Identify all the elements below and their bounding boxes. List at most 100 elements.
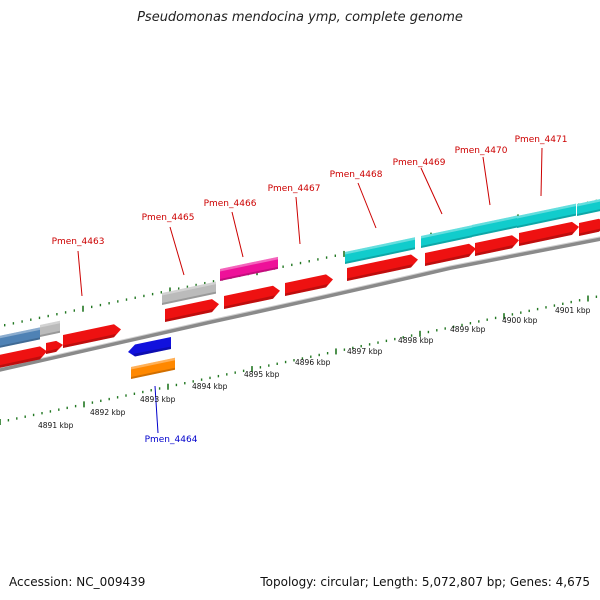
feature-cyan-4468-shade — [345, 247, 415, 264]
kbp-label-3: 4894 kbp — [192, 382, 228, 391]
feature-cyan-4471[interactable] — [517, 203, 576, 228]
gene-label-pmen_4469[interactable]: Pmen_4469 — [393, 158, 446, 168]
gene-label-pmen_4470[interactable]: Pmen_4470 — [455, 146, 508, 156]
kbp-label-6: 4897 kbp — [347, 347, 383, 356]
gene-label-pmen_4463[interactable]: Pmen_4463 — [52, 237, 105, 247]
kbp-label-1: 4892 kbp — [90, 408, 126, 417]
gene-red-4471-shade — [519, 231, 575, 246]
feature-cyan-4470-shine — [472, 215, 517, 228]
gene-red-4465-body — [165, 299, 219, 322]
gene-red-4465[interactable] — [165, 299, 219, 322]
feature-cyan-4471-shine — [517, 203, 576, 219]
feature-grey-4465-body — [162, 281, 216, 305]
feature-cyan-4470[interactable] — [472, 215, 517, 237]
gene-red-end-body — [579, 218, 600, 236]
gene-red-4469[interactable] — [425, 243, 476, 266]
gene-callouts: Pmen_4463 Pmen_4465 Pmen_4466 Pmen_4467 Pmen… — [52, 135, 568, 445]
backbone-track — [0, 236, 600, 372]
gene-label-pmen_4466[interactable]: Pmen_4466 — [204, 199, 257, 209]
callout-line-pmen_4470 — [482, 156, 491, 206]
gene-red-4467-body — [285, 274, 333, 296]
callout-line-pmen_4463 — [77, 250, 83, 297]
feature-grey-4465-shade — [162, 291, 216, 305]
feature-magenta-4466[interactable] — [220, 256, 278, 281]
accession-text: Accession: NC_009439 — [9, 575, 146, 589]
backbone-highlight — [0, 236, 600, 369]
gene-label-pmen_4468[interactable]: Pmen_4468 — [330, 170, 383, 180]
feature-grey-4465[interactable] — [162, 281, 216, 305]
feature-orange-4464-shade — [131, 367, 175, 379]
kbp-label-9: 4900 kbp — [502, 316, 538, 325]
feature-track — [0, 198, 600, 379]
feature-grey-a-shade — [40, 330, 60, 337]
kbp-label-2: 4893 kbp — [140, 395, 176, 404]
feature-cyan-end-body — [577, 199, 600, 216]
feature-cyan-end[interactable] — [577, 198, 600, 216]
lower-tick-track — [0, 295, 598, 425]
gene-red-3[interactable] — [63, 324, 121, 348]
feature-cyan-4469-shade — [421, 235, 472, 248]
kbp-label-5: 4896 kbp — [295, 358, 331, 367]
gene-label-pmen_4467[interactable]: Pmen_4467 — [268, 184, 321, 194]
gene-red-2[interactable] — [46, 340, 63, 354]
kbp-label-7: 4898 kbp — [398, 336, 434, 345]
feature-cyan-4468[interactable] — [345, 237, 415, 264]
gene-red-4471[interactable] — [519, 221, 579, 246]
gene-red-2-shade — [46, 348, 59, 354]
gene-red-4466-shade — [224, 295, 276, 309]
feature-grey-a-body — [40, 320, 60, 337]
gene-blue-4464-shade — [132, 346, 171, 357]
feature-grey-a[interactable] — [40, 320, 60, 337]
gene-red-4469-shade — [425, 253, 472, 266]
feature-cyan-4469[interactable] — [421, 225, 472, 248]
feature-steelblue-a-shine — [0, 327, 40, 339]
feature-grey-4465-shine — [162, 281, 216, 296]
feature-cyan-4470-body — [472, 215, 517, 237]
gene-red-end[interactable] — [579, 218, 600, 236]
gene-red-1-body — [0, 346, 47, 368]
callout-line-pmen_4465 — [169, 226, 185, 276]
feature-orange-4464-shine — [131, 357, 175, 370]
gene-label-pmen_4464[interactable]: Pmen_4464 — [145, 435, 198, 445]
gene-red-4467[interactable] — [285, 274, 333, 296]
gene-red-end-shade — [579, 228, 600, 236]
feature-magenta-4466-shine — [220, 256, 278, 272]
callout-line-pmen_4467 — [295, 196, 301, 245]
feature-cyan-4471-shade — [517, 213, 576, 228]
feature-cyan-end-shine — [577, 199, 600, 207]
callout-line-pmen_4464 — [154, 385, 159, 434]
feature-cyan-4468-shine — [345, 237, 415, 255]
gene-label-pmen_4471[interactable]: Pmen_4471 — [515, 135, 568, 145]
gene-red-4470-shade — [475, 244, 515, 256]
callout-line-pmen_4468 — [357, 182, 377, 229]
gene-red-1[interactable] — [0, 346, 47, 369]
gene-blue-4464[interactable] — [128, 336, 171, 357]
gene-red-4470-body — [475, 235, 519, 256]
gene-red-4468[interactable] — [347, 254, 418, 281]
gene-red-3-shade — [63, 333, 117, 348]
feature-steelblue-a[interactable] — [0, 327, 40, 349]
tick-tracks — [0, 199, 598, 425]
kbp-label-4: 4895 kbp — [244, 370, 280, 379]
gene-red-1-shade — [0, 355, 43, 368]
gene-red-4470[interactable] — [475, 235, 519, 256]
feature-steelblue-a-shade — [0, 337, 40, 348]
backbone-line — [0, 236, 600, 372]
gene-label-pmen_4465[interactable]: Pmen_4465 — [142, 213, 195, 223]
feature-magenta-4466-body — [220, 256, 278, 281]
gene-blue-4464-body — [128, 336, 171, 357]
gene-red-3-body — [63, 324, 121, 348]
gene-red-4466[interactable] — [224, 285, 280, 309]
kbp-label-0: 4891 kbp — [38, 421, 74, 430]
feature-cyan-4470-shade — [472, 225, 517, 237]
gene-red-4467-shade — [285, 283, 329, 296]
gene-red-4466-body — [224, 285, 280, 309]
feature-orange-4464-body — [131, 357, 175, 379]
gene-red-2-body — [46, 340, 63, 354]
map-title: Pseudomonas mendocina ymp, complete geno… — [137, 10, 463, 25]
feature-orange-4464[interactable] — [131, 357, 175, 379]
kbp-label-8: 4899 kbp — [450, 325, 486, 334]
feature-cyan-4469-shine — [421, 225, 472, 239]
callout-line-pmen_4466 — [231, 211, 244, 258]
